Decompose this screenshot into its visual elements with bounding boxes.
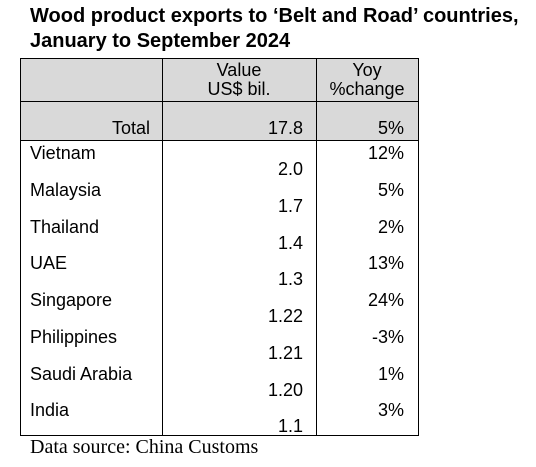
export-value: 1.3: [277, 269, 303, 290]
yoy-change: 3%: [377, 400, 404, 421]
column-divider-1: [162, 58, 163, 436]
header-shading: [21, 59, 418, 140]
total-label: Total: [111, 118, 150, 138]
header-value-line-1: Value: [216, 60, 262, 80]
table-row: UAE 13% 1.3: [20, 250, 418, 290]
yoy-change: 13%: [367, 253, 404, 274]
yoy-change: 5%: [377, 179, 404, 200]
export-value: 1.22: [267, 306, 303, 326]
data-source-note: Data source: China Customs: [30, 436, 259, 458]
table-row: Saudi Arabia 1% 1.20: [20, 361, 418, 400]
country-name: UAE: [30, 253, 68, 274]
header-yoy-line-1: Yoy: [352, 60, 382, 80]
table-row: Singapore 24% 1.22: [20, 287, 418, 326]
table-row: Malaysia 5% 1.7: [20, 177, 418, 216]
total-value: 17.8: [267, 118, 303, 138]
table-body: Vietnam 12% 2.0 Malaysia 5% 1.7 Thailand…: [20, 140, 418, 437]
country-name: Thailand: [30, 216, 100, 237]
total-yoy: 5%: [377, 118, 404, 138]
yoy-change: 12%: [367, 143, 404, 163]
country-name: Singapore: [30, 290, 113, 310]
table-row: Vietnam 12% 2.0: [20, 140, 418, 179]
yoy-change: 24%: [367, 290, 404, 310]
export-value: 1.7: [277, 195, 303, 216]
country-name: Saudi Arabia: [30, 363, 133, 384]
table-row: Thailand 2% 1.4: [20, 214, 418, 253]
table-row: Philippines -3% 1.21: [20, 324, 418, 363]
total-divider: [20, 140, 419, 141]
header-yoy-line-2: %change: [329, 79, 405, 99]
chart-title-line-1: Wood product exports to ‘Belt and Road’ …: [30, 5, 519, 27]
country-name: Vietnam: [30, 143, 96, 163]
country-name: India: [30, 400, 70, 421]
chart-title-line-2: January to September 2024: [30, 30, 291, 52]
yoy-change: 1%: [377, 363, 404, 384]
table-row: India 3% 1.1: [20, 397, 418, 437]
country-name: Philippines: [30, 326, 118, 347]
chart-title: Wood product exports to ‘Belt and Road’ …: [30, 4, 519, 54]
yoy-change: 2%: [377, 216, 404, 237]
header-value-line-2: US$ bil.: [207, 79, 271, 99]
table-border: [20, 58, 419, 436]
export-value: 2.0: [277, 159, 303, 179]
export-value: 1.4: [277, 232, 303, 253]
column-divider-2: [316, 58, 317, 436]
export-value: 1.20: [267, 379, 303, 400]
country-name: Malaysia: [30, 179, 102, 200]
yoy-change: -3%: [371, 326, 404, 347]
export-value: 1.21: [267, 342, 303, 363]
header-divider: [20, 101, 419, 102]
export-value: 1.1: [277, 416, 303, 437]
